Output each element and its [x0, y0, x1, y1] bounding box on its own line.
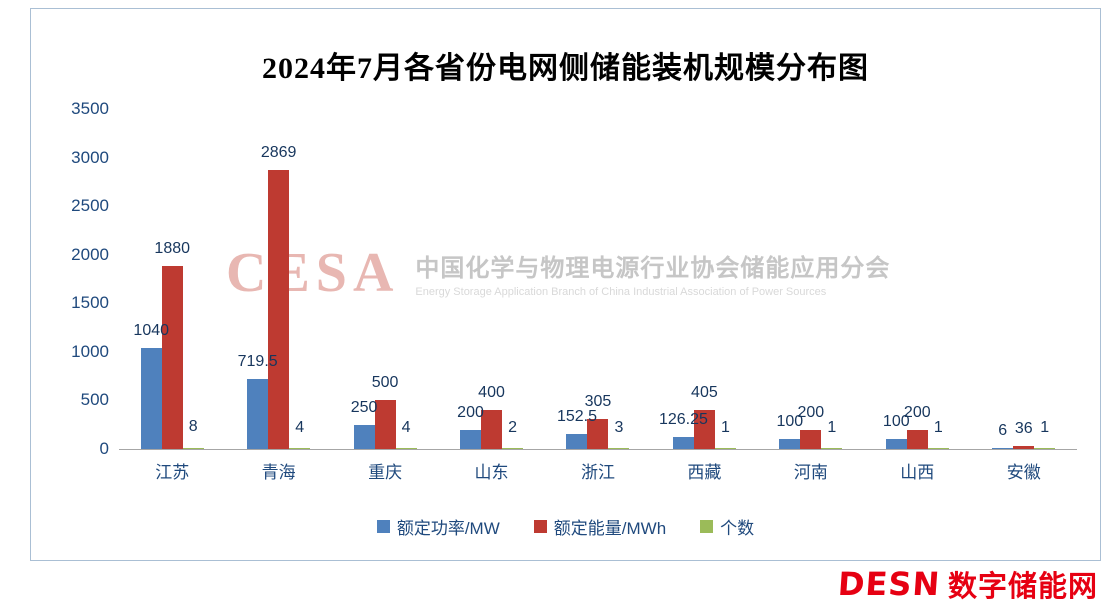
legend-swatch-icon — [376, 520, 390, 533]
value-label: 8 — [188, 418, 198, 436]
category-label: 浙江 — [580, 463, 615, 482]
bar-series-0 — [566, 434, 588, 449]
bar-series-2 — [395, 448, 417, 449]
value-label: 36 — [1014, 419, 1033, 437]
plot-area: 1040 1880 8 江苏 719.5 2869 4 青海 250 500 4 重庆 200 400 2 山… — [119, 109, 1077, 482]
value-label: 126.25 — [658, 410, 708, 428]
value-label: 305 — [584, 393, 612, 411]
y-tick-label: 1500 — [71, 293, 109, 313]
value-label: 2869 — [260, 144, 297, 162]
value-label: 100 — [882, 413, 910, 431]
bar-group: 152.5 305 3 浙江 — [545, 109, 651, 482]
bar-series-0 — [353, 424, 375, 449]
value-label: 200 — [903, 403, 931, 421]
bar-series-1 — [1013, 445, 1035, 449]
bar-group: 6 36 1 安徽 — [971, 109, 1077, 482]
bar-group: 126.25 405 1 西藏 — [651, 109, 757, 482]
legend-item: 额定能量/MWh — [533, 514, 667, 539]
bar-series-0 — [247, 379, 269, 449]
bar-series-0 — [885, 439, 907, 449]
category-label: 重庆 — [368, 463, 403, 482]
legend: 额定功率/MW 额定能量/MWh 个数 — [31, 514, 1100, 539]
bar-series-2 — [927, 448, 949, 449]
legend-label: 额定能量/MWh — [553, 519, 667, 538]
bar-series-2 — [821, 448, 843, 449]
category-label: 山西 — [900, 463, 935, 482]
category-label: 青海 — [261, 463, 296, 482]
legend-label: 额定功率/MW — [396, 519, 500, 538]
legend-label: 个数 — [720, 519, 755, 538]
bar-series-1 — [906, 429, 928, 449]
desn-brand-name: 数字储能网 — [947, 571, 1098, 603]
y-tick-label: 2500 — [71, 196, 109, 216]
legend-item: 个数 — [700, 514, 754, 539]
value-label: 6 — [998, 422, 1008, 440]
bar-series-2 — [502, 448, 524, 449]
bar-series-2 — [289, 448, 311, 449]
value-label: 719.5 — [237, 353, 278, 371]
y-tick-label: 3000 — [71, 147, 109, 167]
bar-series-1 — [481, 410, 503, 449]
category-label: 江苏 — [155, 463, 190, 482]
y-axis: 0 500 1000 1500 2000 2500 3000 3500 — [51, 9, 109, 560]
category-label: 山东 — [474, 463, 509, 482]
value-label: 3 — [614, 418, 624, 436]
bar-group: 1040 1880 8 江苏 — [119, 109, 225, 482]
y-tick-label: 3500 — [71, 99, 109, 118]
bar-series-1 — [587, 419, 609, 449]
value-label: 1 — [933, 418, 943, 436]
y-tick-label: 0 — [99, 439, 109, 458]
chart-frame: 2024年7月各省份电网侧储能装机规模分布图 CESA 中国化学与物理电源行业协… — [30, 8, 1101, 561]
category-label: 安徽 — [1006, 463, 1041, 482]
value-label: 2 — [508, 418, 517, 436]
value-label: 4 — [295, 418, 305, 436]
y-tick-label: 1000 — [71, 341, 109, 361]
value-label: 500 — [371, 374, 399, 392]
bar-series-2 — [182, 448, 204, 449]
value-label: 1 — [827, 418, 837, 436]
value-label: 400 — [478, 384, 505, 402]
bar-series-1 — [268, 170, 290, 449]
value-label: 100 — [776, 413, 804, 431]
bar-group: 100 200 1 河南 — [758, 109, 864, 482]
category-label: 西藏 — [687, 463, 722, 482]
category-label: 河南 — [793, 463, 828, 482]
desn-logo: DESN 数字储能网 — [836, 563, 1098, 605]
value-label: 250 — [350, 398, 378, 416]
value-label: 1880 — [154, 240, 191, 258]
bar-series-0 — [992, 448, 1014, 449]
bar-series-0 — [460, 429, 482, 449]
bar-series-0 — [140, 347, 162, 449]
bar-series-2 — [1034, 448, 1056, 449]
y-tick-label: 500 — [80, 390, 109, 410]
y-tick-label: 2000 — [71, 244, 109, 264]
value-label: 4 — [401, 418, 411, 436]
value-label: 405 — [691, 383, 718, 401]
bar-group: 250 500 4 重庆 — [332, 109, 438, 482]
bar-group: 100 200 1 山西 — [864, 109, 970, 482]
legend-item: 额定功率/MW — [376, 514, 500, 539]
chart-title: 2024年7月各省份电网侧储能装机规模分布图 — [262, 52, 869, 85]
legend-swatch-icon — [700, 520, 714, 533]
bar-series-2 — [714, 448, 736, 449]
desn-brand-mark: DESN — [836, 565, 942, 603]
value-label: 1 — [1040, 418, 1050, 436]
bar-group: 200 400 2 山东 — [438, 109, 544, 482]
value-label: 152.5 — [556, 408, 597, 426]
bar-series-1 — [161, 266, 183, 449]
bar-series-2 — [608, 448, 630, 449]
value-label: 1 — [720, 418, 730, 436]
bar-series-0 — [672, 436, 694, 449]
value-label: 200 — [457, 403, 484, 421]
bar-series-1 — [374, 400, 396, 449]
value-label: 200 — [797, 403, 825, 421]
bar-series-1 — [800, 429, 822, 449]
bar-series-1 — [693, 409, 715, 449]
value-label: 1040 — [133, 321, 170, 339]
bar-series-0 — [779, 439, 801, 449]
bar-group: 719.5 2869 4 青海 — [225, 109, 331, 482]
legend-swatch-icon — [533, 520, 547, 533]
